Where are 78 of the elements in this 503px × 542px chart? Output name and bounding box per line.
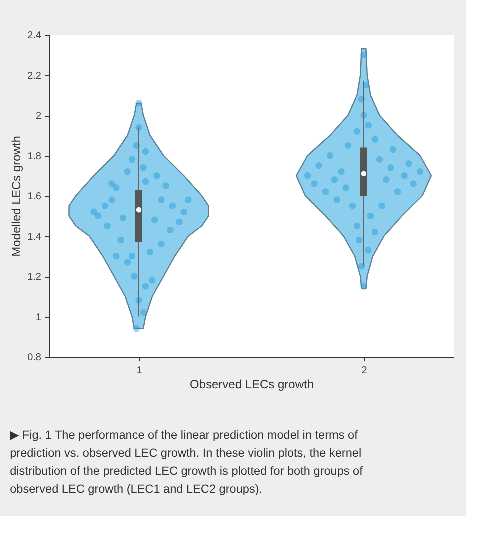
- point: [334, 196, 340, 204]
- point: [167, 226, 174, 234]
- point: [158, 196, 165, 204]
- point: [95, 212, 102, 220]
- point: [354, 128, 361, 135]
- point: [331, 176, 338, 184]
- y-tick-label: 1.6: [28, 192, 42, 202]
- point: [372, 136, 379, 143]
- point: [378, 202, 386, 210]
- point: [356, 236, 363, 244]
- point: [326, 152, 334, 160]
- point: [338, 168, 345, 176]
- point: [142, 148, 150, 156]
- point: [128, 156, 136, 164]
- point: [108, 196, 116, 204]
- point: [108, 180, 116, 188]
- point: [360, 283, 368, 290]
- x-axis-title: Observed LECs growth: [190, 378, 314, 392]
- point: [416, 168, 424, 176]
- point: [354, 222, 361, 230]
- y-tick-label: 1: [36, 312, 42, 324]
- point: [365, 246, 372, 254]
- point: [311, 180, 318, 188]
- point: [180, 208, 188, 216]
- point: [149, 277, 156, 284]
- point: [142, 283, 150, 290]
- point: [344, 142, 352, 150]
- point: [169, 202, 176, 210]
- point: [410, 180, 417, 188]
- point: [304, 172, 312, 180]
- point: [90, 208, 98, 216]
- y-tick-label: 0.8: [28, 352, 42, 364]
- point: [102, 202, 109, 210]
- y-tick-label: 1.2: [28, 272, 42, 283]
- point: [146, 249, 154, 256]
- point: [365, 122, 372, 129]
- y-tick-label: 2.4: [28, 30, 42, 42]
- point: [154, 172, 160, 180]
- y-tick-label: 1.4: [28, 232, 42, 243]
- point: [358, 263, 366, 270]
- point: [401, 172, 408, 180]
- text: ▶ Fig. 1 The performance of the linear prediction model in terms of prediction vs. observed LEC growth. In these violin plots, the kernel distribution of the predicted LEC growth is plotted for both groups of observed LEC growth (LEC1 and LEC2 groups).: [10, 428, 364, 496]
- point: [118, 236, 124, 244]
- point: [360, 52, 368, 58]
- point: [128, 253, 136, 260]
- point: [124, 168, 132, 176]
- point: [383, 176, 390, 184]
- point: [342, 184, 350, 192]
- point: [376, 156, 384, 164]
- point: [124, 259, 132, 266]
- point: [140, 309, 147, 316]
- point: [104, 222, 111, 230]
- point: [322, 188, 330, 196]
- point: [162, 182, 170, 190]
- y-tick-label: 2.2: [28, 70, 42, 82]
- point: [133, 325, 140, 332]
- point: [316, 162, 322, 170]
- point: [394, 188, 402, 196]
- point: [142, 178, 150, 186]
- point: [113, 253, 120, 260]
- point: [113, 184, 120, 192]
- point: [372, 228, 379, 236]
- point: [406, 160, 412, 168]
- point: [367, 212, 374, 220]
- point: [390, 146, 397, 154]
- point: [388, 164, 394, 172]
- point: [185, 196, 192, 204]
- point: [120, 214, 127, 222]
- point: [349, 202, 356, 210]
- point: [176, 218, 183, 226]
- point: [151, 216, 158, 224]
- point: [136, 100, 142, 107]
- y-tick-label: 1.8: [28, 151, 42, 162]
- point: [131, 273, 138, 280]
- y-tick-label: 2: [36, 111, 42, 122]
- point: [140, 164, 147, 172]
- y-axis-title: Modelled LECs growth: [10, 136, 24, 257]
- point: [158, 240, 165, 248]
